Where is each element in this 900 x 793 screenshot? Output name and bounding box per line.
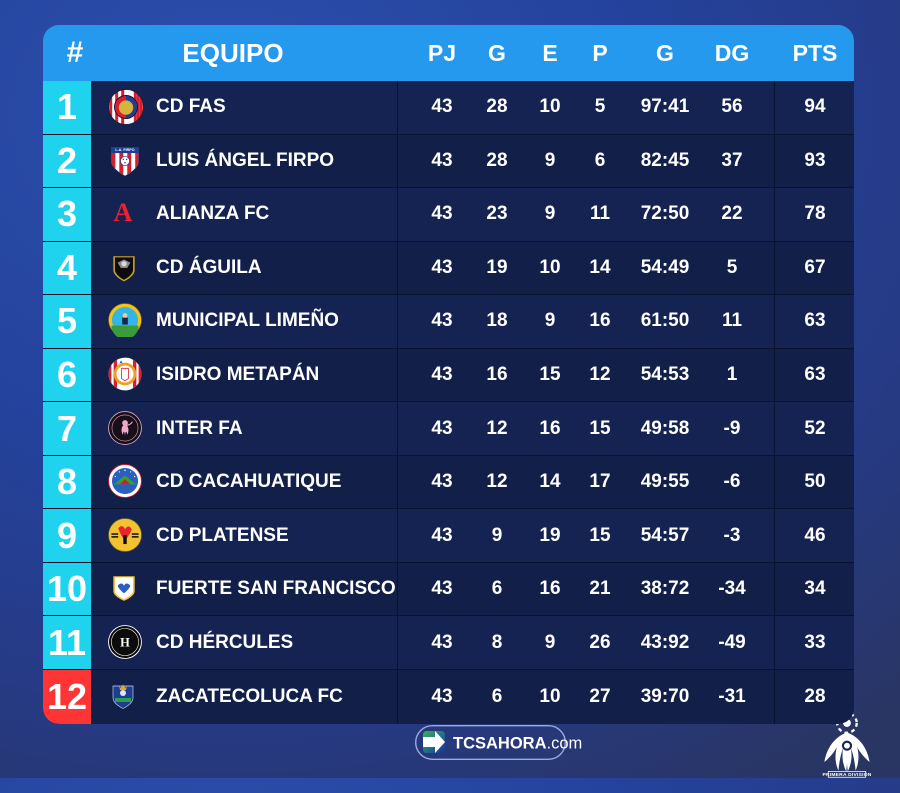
svg-text:A: A: [114, 198, 133, 227]
svg-text:H: H: [120, 635, 130, 649]
svg-text:L.A. FIRPO: L.A. FIRPO: [115, 148, 134, 152]
svg-text:TCSAHORA.com: TCSAHORA.com: [453, 735, 582, 753]
